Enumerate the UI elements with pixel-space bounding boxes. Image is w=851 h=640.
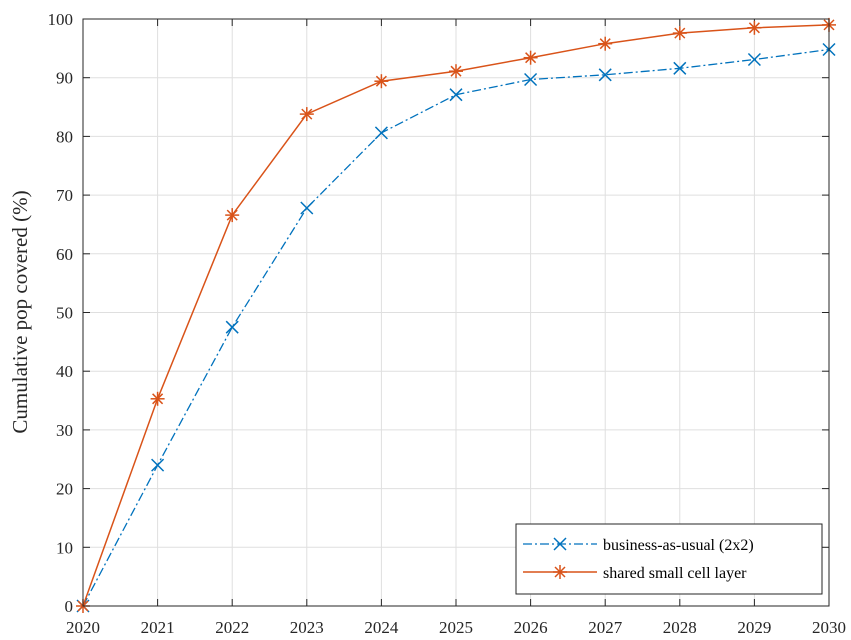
x-tick-label: 2022	[215, 618, 249, 637]
y-tick-label: 0	[65, 597, 74, 616]
y-tick-label: 90	[56, 69, 73, 88]
y-tick-label: 60	[56, 245, 73, 264]
x-tick-label: 2023	[290, 618, 324, 637]
series-layer	[76, 17, 836, 613]
data-point	[523, 50, 538, 65]
y-tick-label: 70	[56, 186, 73, 205]
y-tick-label: 40	[56, 362, 73, 381]
data-point	[598, 36, 613, 51]
data-point	[747, 20, 762, 35]
data-point	[374, 126, 388, 140]
y-tick-label: 50	[56, 304, 73, 323]
data-point	[449, 88, 463, 102]
legend-item-business-as-usual: business-as-usual (2x2)	[523, 537, 754, 554]
data-point	[150, 391, 165, 406]
x-tick-label: 2026	[514, 618, 548, 637]
x-tick-label: 2027	[588, 618, 623, 637]
x-tick-label: 2029	[737, 618, 771, 637]
y-tick-label: 20	[56, 480, 73, 499]
data-point	[374, 74, 389, 89]
series-shared-small-cell	[76, 17, 836, 613]
x-tick-label: 2025	[439, 618, 473, 637]
data-point	[299, 107, 314, 122]
data-point	[598, 68, 612, 82]
x-tick-label: 2020	[66, 618, 100, 637]
legend-box	[515, 523, 823, 595]
x-tick-label: 2021	[141, 618, 175, 637]
data-point	[300, 201, 314, 215]
y-axis-ticks: 0 10 20 30 40 50 60 70 80 90 100	[48, 10, 829, 616]
data-point	[449, 64, 463, 79]
legend-label-business-as-usual: business-as-usual (2x2)	[603, 537, 754, 554]
y-tick-label: 80	[56, 127, 73, 146]
y-tick-label: 10	[56, 538, 73, 557]
y-axis-title: Cumulative pop covered (%)	[8, 190, 32, 433]
data-point	[747, 52, 761, 67]
legend-marker-x-icon	[553, 537, 567, 551]
legend-label-shared-small-cell: shared small cell layer	[603, 565, 747, 582]
data-point	[673, 61, 687, 75]
legend: business-as-usual (2x2) shared small cel…	[515, 523, 823, 595]
data-point	[524, 72, 538, 87]
data-point	[672, 26, 687, 41]
x-tick-label: 2024	[364, 618, 399, 637]
legend-item-shared-small-cell: shared small cell layer	[523, 565, 747, 582]
plot-border	[82, 18, 830, 607]
x-tick-label: 2030	[812, 618, 846, 637]
legend-marker-asterisk-icon	[553, 565, 567, 579]
x-tick-label: 2028	[663, 618, 697, 637]
data-point	[225, 320, 239, 334]
y-tick-label: 30	[56, 421, 73, 440]
data-point	[225, 208, 240, 223]
y-tick-label: 100	[48, 10, 74, 29]
data-point	[151, 458, 165, 472]
